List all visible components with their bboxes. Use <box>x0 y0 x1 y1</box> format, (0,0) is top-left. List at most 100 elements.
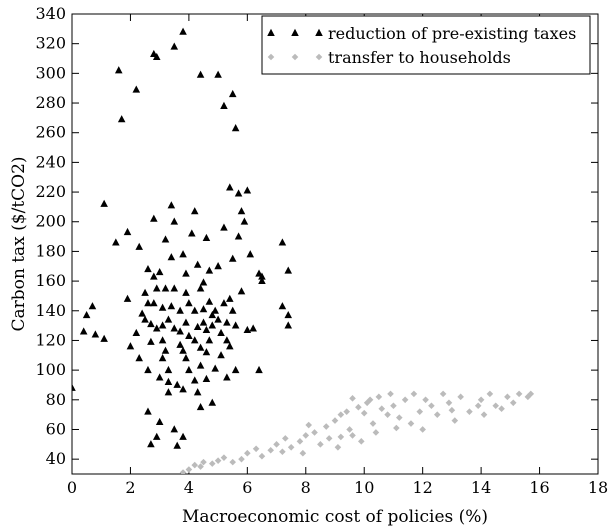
y-tick-label: 120 <box>35 330 66 349</box>
axis-ticks: 0 2 4 6 8 10 12 14 16 18 40 60 80 100 120 140 160 180 200 2… <box>35 4 608 497</box>
diamond-point <box>366 396 374 404</box>
triangle-point <box>179 346 187 354</box>
diamond-point <box>509 399 517 407</box>
triangle-point <box>202 325 211 334</box>
triangle-point <box>112 238 120 246</box>
triangle-point <box>258 272 266 280</box>
triangle-point <box>199 305 208 313</box>
triangle-point <box>208 321 217 329</box>
diamond-point <box>331 417 339 424</box>
triangle-point <box>205 266 214 274</box>
diamond-point <box>445 399 453 407</box>
triangle-point <box>117 115 126 123</box>
triangle-point <box>144 265 152 273</box>
triangle-point <box>199 318 208 326</box>
diamond-point <box>428 402 435 410</box>
triangle-point <box>243 325 252 334</box>
triangle-point <box>190 207 199 215</box>
diamond-point <box>527 390 535 398</box>
x-tick-label: 0 <box>67 478 77 497</box>
triangle-point <box>182 288 190 296</box>
triangle-point <box>152 284 161 292</box>
triangle-point <box>179 250 187 258</box>
y-tick-label: 220 <box>35 182 66 201</box>
triangle-point <box>237 287 246 295</box>
triangle-point <box>196 403 205 411</box>
legend-label: transfer to households <box>328 48 511 67</box>
triangle-point <box>234 232 243 240</box>
diamond-point <box>419 426 426 433</box>
triangle-point <box>193 260 202 268</box>
diamond-point <box>355 403 362 411</box>
x-tick-label: 16 <box>529 478 549 497</box>
triangle-point <box>228 254 237 262</box>
legend-box <box>261 15 591 75</box>
diamond-point <box>200 458 207 466</box>
triangle-point <box>161 284 170 292</box>
diamond-point <box>390 402 397 410</box>
diamond-point <box>208 460 216 467</box>
diamond-point <box>524 393 532 401</box>
diamond-point <box>337 433 345 441</box>
y-tick-label: 280 <box>35 93 66 112</box>
triangle-point <box>185 365 193 374</box>
triangle-point <box>182 269 190 277</box>
diamond-point <box>317 441 324 448</box>
diamond-point <box>302 432 310 439</box>
diamond-point <box>486 390 494 398</box>
triangle-point <box>182 354 190 362</box>
triangle-point <box>164 315 173 323</box>
diamond-point <box>363 399 371 407</box>
diamond-point <box>433 411 441 418</box>
y-tick-label: 160 <box>35 271 66 290</box>
triangle-point <box>220 101 228 109</box>
triangle-point <box>249 324 257 332</box>
diamond-point <box>407 420 415 427</box>
diamond-point <box>252 445 260 453</box>
triangle-point <box>199 278 208 286</box>
diamond-point <box>273 441 280 448</box>
y-tick-label: 100 <box>35 360 66 379</box>
triangle-point <box>147 440 155 448</box>
y-tick-label: 140 <box>35 301 66 320</box>
triangle-point <box>176 340 184 348</box>
diamond-point <box>349 432 356 439</box>
triangle-point <box>123 294 132 302</box>
triangle-point <box>135 242 143 250</box>
triangle-point <box>202 374 211 382</box>
triangle-point <box>226 294 234 302</box>
diamond-point <box>296 438 304 445</box>
triangle-point <box>196 343 205 351</box>
triangle-point <box>167 253 176 261</box>
diamond-point <box>337 411 345 418</box>
diamond-point <box>191 461 199 469</box>
plot-frame <box>71 13 599 475</box>
series-transfer-to-households <box>179 390 535 474</box>
triangle-point <box>234 189 243 197</box>
y-tick-label: 340 <box>35 4 66 23</box>
triangle-point <box>155 417 164 426</box>
diamond-point <box>480 411 488 418</box>
x-tick-label: 2 <box>125 478 135 497</box>
triangle-point <box>179 432 187 440</box>
y-tick-label: 320 <box>35 34 66 53</box>
y-tick-label: 240 <box>35 152 66 171</box>
diamond-point <box>358 438 365 445</box>
triangle-point <box>182 318 190 326</box>
triangle-point <box>170 324 179 332</box>
diamond-point <box>197 463 204 470</box>
triangle-point <box>202 233 211 242</box>
diamond-point <box>349 395 356 402</box>
triangle-point <box>278 302 287 310</box>
triangle-point <box>217 351 225 359</box>
diamond-point <box>343 408 350 415</box>
diamond-point <box>360 409 368 417</box>
triangle-point <box>144 407 152 415</box>
triangle-point <box>217 328 225 336</box>
legend-label: reduction of pre-existing taxes <box>328 24 576 43</box>
triangle-point <box>173 441 181 449</box>
legend-entry: transfer to households <box>267 48 511 67</box>
triangle-point <box>72 383 76 391</box>
triangle-point <box>208 311 217 319</box>
triangle-point <box>152 52 161 60</box>
